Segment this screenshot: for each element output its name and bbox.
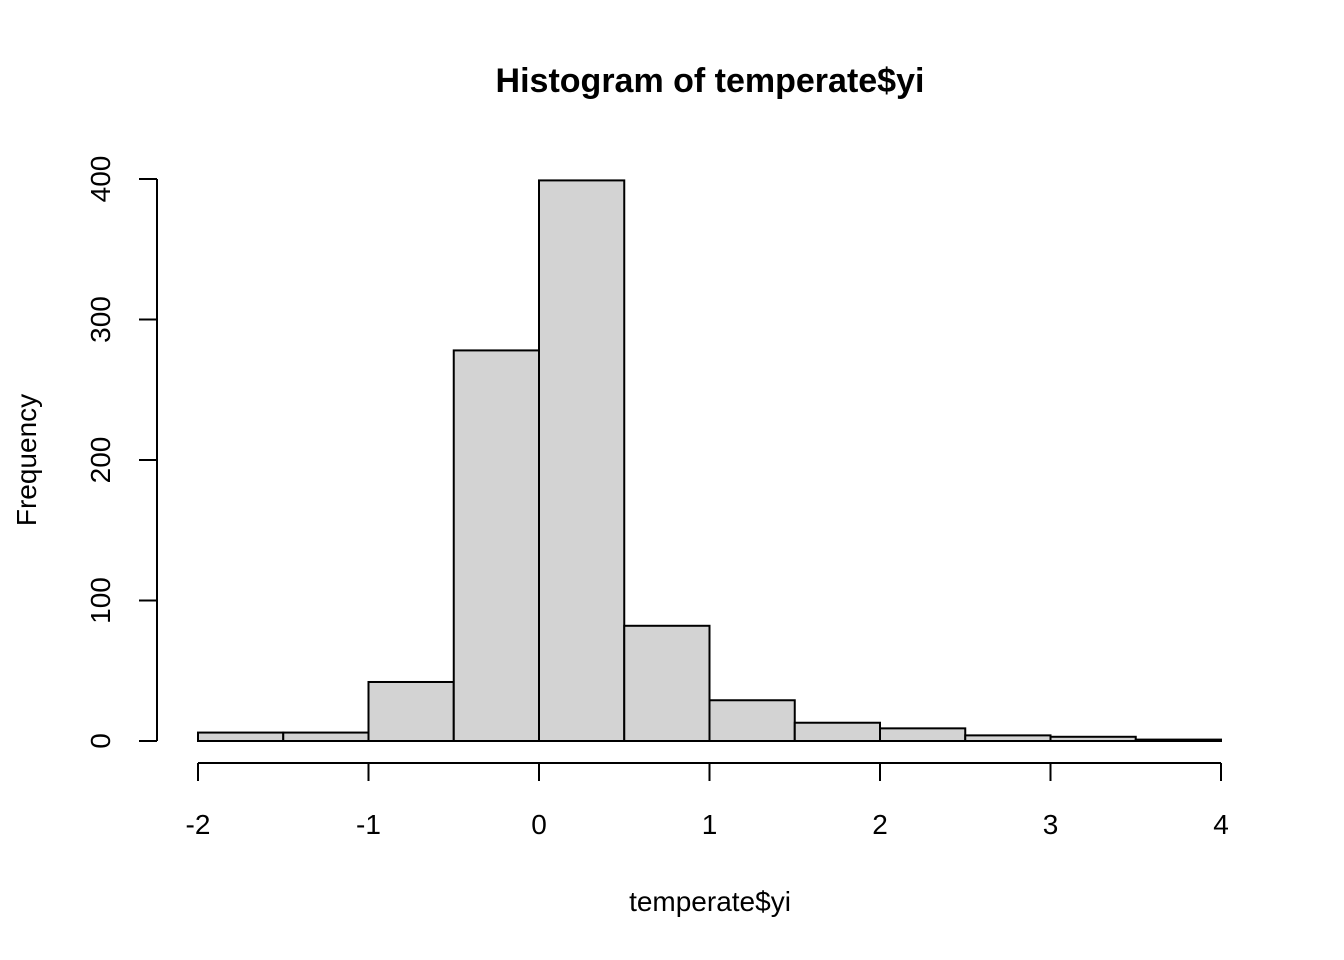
x-axis-label: temperate$yi <box>629 886 791 917</box>
y-axis-label: Frequency <box>11 394 42 526</box>
y-tick-label: 200 <box>85 437 116 484</box>
histogram-bar <box>623 624 711 742</box>
y-tick-label: 100 <box>85 577 116 624</box>
x-tick-label: 4 <box>1213 809 1229 840</box>
histogram-bar <box>538 179 626 742</box>
histogram-bar <box>964 734 1052 743</box>
x-tick-label: 0 <box>531 809 547 840</box>
x-tick-label: 3 <box>1043 809 1059 840</box>
chart-title: Histogram of temperate$yi <box>496 62 925 100</box>
x-axis: -2 -1 0 1 2 3 4 <box>186 762 1229 840</box>
y-tick-label: 400 <box>85 156 116 203</box>
x-tick-label: 2 <box>872 809 888 840</box>
histogram-bar <box>1049 735 1137 742</box>
histogram-bar <box>282 731 370 743</box>
histogram-bar <box>708 699 796 743</box>
x-tick-label: 1 <box>702 809 718 840</box>
histogram-bar <box>367 680 455 742</box>
y-tick-label: 300 <box>85 296 116 343</box>
histogram-bar <box>879 727 967 742</box>
histogram-bars <box>197 179 1222 743</box>
x-tick-label: -1 <box>356 809 381 840</box>
x-tick-label: -2 <box>186 809 211 840</box>
histogram-bar <box>793 721 881 742</box>
histogram-bar <box>452 349 540 742</box>
histogram-bar <box>197 731 285 743</box>
histogram-bar <box>1134 738 1222 742</box>
y-axis: 0 100 200 300 400 <box>85 156 158 749</box>
y-tick-label: 0 <box>85 733 116 749</box>
